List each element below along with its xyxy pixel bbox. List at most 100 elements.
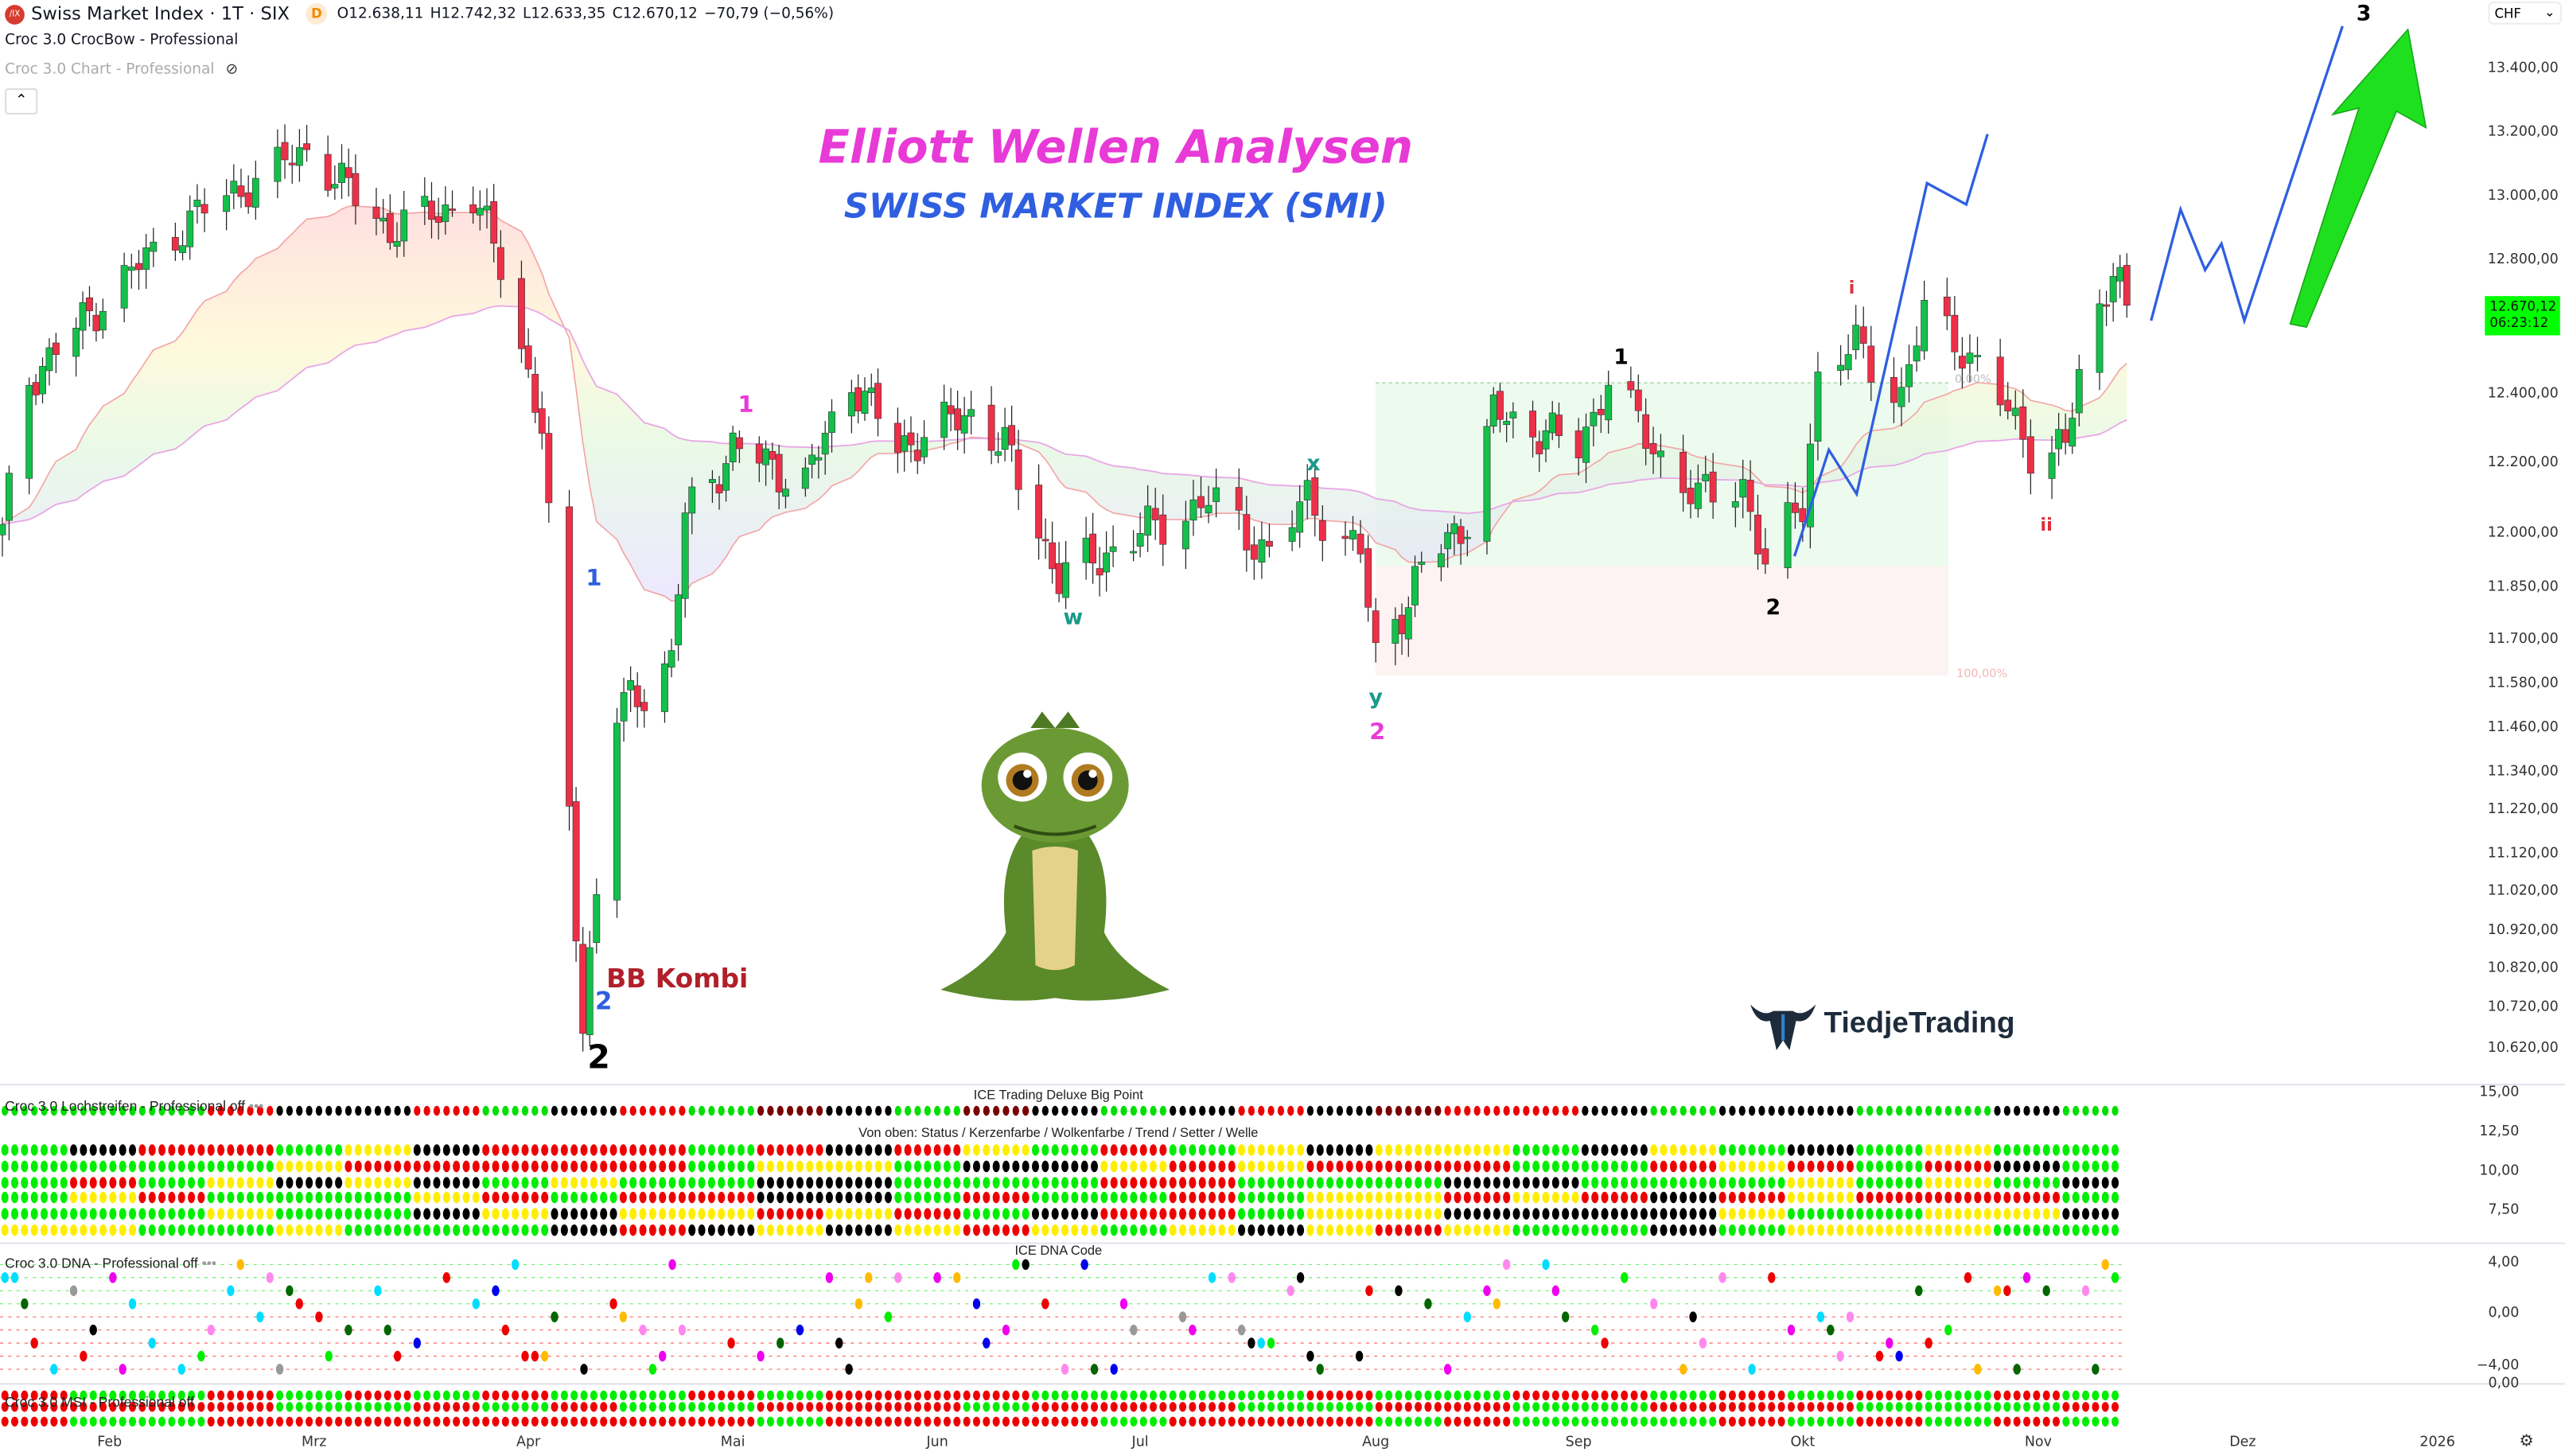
status-dot <box>786 1177 794 1189</box>
msi-dot <box>747 1416 755 1427</box>
status-dot <box>168 1160 176 1173</box>
msi-dot <box>1189 1416 1197 1427</box>
lochstreifen-dot <box>1130 1105 1137 1116</box>
msi-dot <box>1385 1402 1393 1412</box>
gear-icon[interactable]: ⚙ <box>2519 1433 2534 1451</box>
status-dot <box>1091 1191 1099 1204</box>
msi-dot <box>1925 1390 1933 1401</box>
lochstreifen-dot <box>934 1105 941 1116</box>
status-dot <box>874 1191 882 1204</box>
status-dot <box>138 1177 146 1189</box>
status-dot <box>472 1177 480 1189</box>
msi-dot <box>286 1416 294 1427</box>
lochstreifen-dot <box>1630 1105 1638 1116</box>
status-dot <box>217 1144 225 1156</box>
lochstreifen-dot <box>609 1105 617 1116</box>
status-dot <box>1277 1177 1285 1189</box>
eye-off-icon[interactable]: ⊘ <box>225 62 239 79</box>
status-dot <box>619 1160 627 1173</box>
status-dot <box>707 1191 715 1204</box>
dna-dot <box>648 1364 657 1375</box>
candle <box>1311 461 1319 537</box>
candle-body <box>633 685 641 707</box>
msi-dot <box>403 1402 411 1412</box>
status-dot <box>904 1144 912 1156</box>
msi-dot <box>119 1390 126 1401</box>
msi-dot <box>1326 1402 1334 1412</box>
msi-dot <box>1866 1416 1874 1427</box>
msi-dot <box>472 1402 480 1412</box>
status-dot <box>904 1208 912 1220</box>
status-dot <box>639 1191 647 1204</box>
status-dot <box>501 1224 509 1236</box>
status-dot <box>1787 1224 1795 1236</box>
msi-dot <box>2013 1402 2021 1412</box>
msi-dot <box>1493 1390 1500 1401</box>
msi-dot <box>1680 1416 1687 1427</box>
lochstreifen-dot <box>70 1105 77 1116</box>
msi-dot <box>60 1402 68 1412</box>
candle <box>2048 435 2056 500</box>
collapse-indicators-button[interactable]: ⌃ <box>5 88 38 115</box>
status-dot <box>1041 1191 1049 1204</box>
lochstreifen-dot <box>944 1105 951 1116</box>
lochstreifen-dot <box>129 1105 136 1116</box>
status-dot <box>845 1191 853 1204</box>
status-dot <box>629 1160 637 1173</box>
msi-dot <box>1777 1402 1785 1412</box>
more-icon[interactable]: ••• <box>248 1097 264 1115</box>
candle-body <box>1109 546 1117 552</box>
status-dot <box>1551 1224 1559 1236</box>
lochstreifen-dot <box>718 1105 725 1116</box>
candle-body <box>847 392 855 417</box>
lochstreifen-indicator-label[interactable]: Croc 3.0 Lochstreifen - Professional off… <box>5 1097 264 1115</box>
msi-dot <box>2022 1390 2031 1401</box>
lochstreifen-dot <box>1405 1105 1412 1116</box>
status-dot <box>1169 1224 1177 1236</box>
status-dot <box>1601 1208 1609 1220</box>
status-dot <box>541 1208 549 1220</box>
status-dot <box>1375 1224 1383 1236</box>
msi-dot <box>894 1416 902 1427</box>
status-dot <box>609 1160 617 1173</box>
msi-dot <box>924 1402 932 1412</box>
status-dot <box>1689 1191 1697 1204</box>
status-dot <box>1424 1177 1432 1189</box>
lochstreifen-dot <box>1150 1105 1157 1116</box>
msi-dot <box>1660 1390 1668 1401</box>
status-dot <box>364 1177 372 1189</box>
symbol-name[interactable]: Swiss Market Index · 1T · SIX <box>31 3 290 25</box>
status-dot <box>1002 1160 1010 1173</box>
lochstreifen-dot <box>99 1105 107 1116</box>
status-dot <box>1415 1160 1423 1173</box>
dna-dot <box>1041 1298 1049 1310</box>
status-dot <box>1061 1160 1069 1173</box>
indicator-croc-chart[interactable]: Croc 3.0 Chart - Professional ⊘ <box>5 62 238 79</box>
dna-indicator-label[interactable]: Croc 3.0 DNA - Professional off ••• <box>5 1255 216 1271</box>
status-dot <box>972 1160 981 1173</box>
status-dot <box>1031 1191 1040 1204</box>
more-icon[interactable]: ••• <box>201 1255 216 1271</box>
candle-body <box>627 679 635 691</box>
msi-dot <box>325 1416 333 1427</box>
msi-dot <box>10 1416 19 1427</box>
msi-indicator-label[interactable]: Croc 3.0 MSI - Professional off <box>5 1393 194 1411</box>
candle <box>1657 434 1664 478</box>
currency-dropdown[interactable]: CHF ⌄ <box>2488 2 2562 25</box>
status-dot <box>1404 1208 1412 1220</box>
indicator-crocbow[interactable]: Croc 3.0 CrocBow - Professional <box>5 33 239 49</box>
candle <box>1649 426 1657 474</box>
msi-dot <box>1473 1416 1481 1427</box>
status-dot <box>2101 1224 2109 1236</box>
candle-body <box>1197 496 1205 508</box>
status-dot <box>884 1160 892 1173</box>
msi-dot <box>2072 1416 2080 1427</box>
status-dot <box>80 1224 88 1236</box>
candle-body <box>987 404 995 451</box>
msi-dot <box>972 1390 981 1401</box>
status-dot <box>1601 1177 1609 1189</box>
status-dot <box>1532 1208 1540 1220</box>
candle-body <box>193 200 201 207</box>
msi-dot <box>1238 1402 1246 1412</box>
